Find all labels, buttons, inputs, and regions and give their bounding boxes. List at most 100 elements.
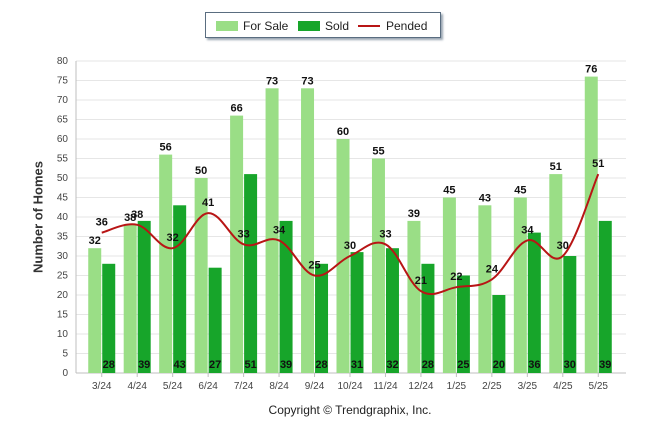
y-axis-label: Number of Homes [30,161,46,273]
legend-item-pended[interactable]: Pended [358,19,427,33]
sold-bar [279,220,293,373]
for-sale-value-label: 76 [585,64,597,76]
x-tick-label: 5/24 [163,381,183,392]
x-tick-label: 7/24 [234,381,254,392]
y-tick-label: 35 [57,232,69,243]
sold-swatch-icon [298,21,320,31]
for-sale-bar [159,154,173,373]
x-tick-label: 2/25 [482,381,502,392]
x-tick-label: 11/24 [373,381,398,392]
for-sale-swatch-icon [216,21,238,31]
for-sale-bar [301,88,315,374]
data-labels: 32 28 38 39 56 43 50 27 66 51 73 39 73 28 60 31 55 32 39 28… [89,64,612,371]
for-sale-value-label: 73 [301,75,313,87]
pended-value-label: 38 [131,209,143,221]
pended-value-label: 30 [557,240,569,252]
y-tick-label: 20 [57,290,69,301]
sold-bar [421,263,435,373]
x-tick-label: 3/25 [518,381,538,392]
for-sale-bar [371,158,385,373]
sold-value-label: 39 [138,359,150,371]
sold-bar [492,295,506,373]
x-tick-label: 3/24 [92,381,112,392]
pended-value-label: 21 [415,275,427,287]
for-sale-value-label: 55 [372,146,384,158]
for-sale-value-label: 45 [514,185,526,197]
sold-bar [137,220,151,373]
sold-bar [598,220,612,373]
pended-value-label: 41 [202,197,214,209]
pended-value-label: 22 [450,271,462,283]
for-sale-bar [265,88,279,374]
sold-bar [173,205,187,373]
sold-value-label: 28 [315,359,327,371]
sold-bar [527,232,541,373]
pended-value-label: 34 [273,224,286,236]
pended-value-label: 34 [521,224,534,236]
pended-value-label: 25 [308,260,320,272]
for-sale-value-label: 32 [89,235,101,247]
sold-value-label: 20 [493,359,505,371]
for-sale-value-label: 73 [266,75,278,87]
for-sale-value-label: 56 [160,142,172,154]
bars [88,76,612,374]
pended-value-label: 30 [344,240,356,252]
legend-item-sold[interactable]: Sold [298,19,349,33]
y-tick-label: 10 [57,329,69,340]
for-sale-value-label: 39 [408,208,420,220]
y-tick-label: 25 [57,271,69,282]
y-tick-label: 30 [57,251,69,262]
for-sale-bar [336,139,350,373]
pended-value-label: 33 [379,228,391,240]
for-sale-value-label: 50 [195,165,207,177]
pended-value-label: 36 [96,217,108,229]
y-tick-label: 65 [57,115,69,126]
for-sale-bar [549,174,563,373]
sold-bar [385,248,399,373]
sold-value-label: 43 [174,359,186,371]
for-sale-bar [407,220,421,373]
copyright-text: Copyright © Trendgraphix, Inc. [268,403,432,417]
sold-value-label: 25 [457,359,469,371]
sold-bar [563,256,577,373]
y-tick-label: 45 [57,193,69,204]
y-axis-ticks: 0 5 10 15 20 25 30 35 40 45 50 55 60 65 70 75 80 [57,56,69,379]
legend-label-for-sale: For Sale [243,19,289,33]
for-sale-bar [584,76,598,373]
y-tick-label: 50 [57,173,69,184]
x-tick-label: 4/24 [127,381,147,392]
sold-bar [102,263,116,373]
for-sale-bar [88,248,102,373]
y-tick-label: 15 [57,310,69,321]
legend: For Sale Sold Pended [205,12,441,38]
x-tick-label: 4/25 [553,381,573,392]
for-sale-value-label: 51 [550,161,562,173]
sold-value-label: 39 [280,359,292,371]
for-sale-bar [442,197,456,373]
for-sale-bar [123,224,137,373]
y-tick-label: 5 [62,349,68,360]
sold-value-label: 30 [564,359,576,371]
pended-value-label: 24 [486,263,499,275]
pended-value-label: 33 [237,228,249,240]
sold-bar [315,263,329,373]
y-tick-label: 60 [57,134,69,145]
pended-line [101,173,600,296]
sold-bar [350,252,364,373]
x-tick-label: 9/24 [305,381,325,392]
legend-item-for-sale[interactable]: For Sale [216,19,288,33]
y-tick-label: 0 [62,368,68,379]
legend-label-sold: Sold [325,19,350,33]
sold-value-label: 27 [209,359,221,371]
for-sale-bar [478,205,492,373]
x-tick-label: 8/24 [269,381,289,392]
x-tick-label: 10/24 [337,381,362,392]
pended-value-label: 32 [167,232,179,244]
x-tick-label: 6/24 [198,381,218,392]
sold-bar [208,267,222,373]
pended-value-label: 51 [592,158,604,170]
pended-series-line [101,173,600,296]
legend-label-pended: Pended [386,19,428,33]
for-sale-value-label: 38 [124,212,136,224]
